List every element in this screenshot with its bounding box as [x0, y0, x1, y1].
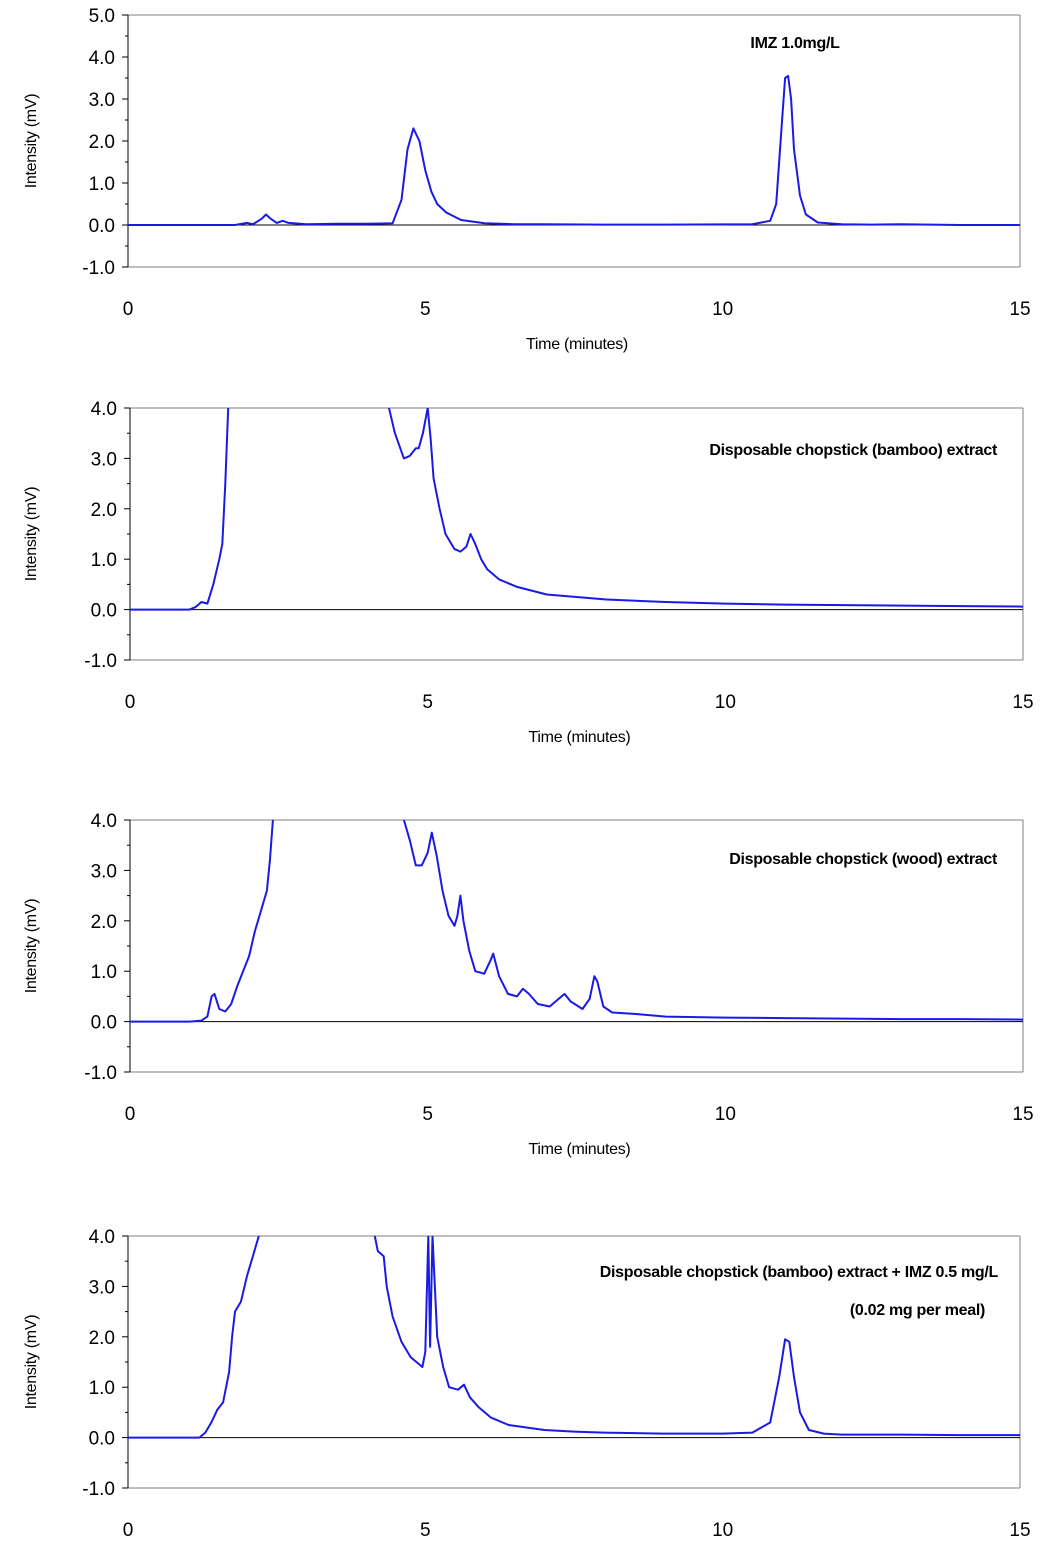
chart-panel-2: -1.0 0.0 1.0 2.0 3.0 4.0 0 5 10 15 Time (minutes) I… — [23, 399, 1034, 746]
x-tick-label: 5 — [422, 1104, 433, 1125]
x-tick-label: 15 — [1009, 1520, 1030, 1541]
panel-annotation: (0.02 mg per meal) — [850, 1302, 985, 1319]
x-tick-label: 0 — [125, 692, 136, 713]
y-tick-label: 3.0 — [89, 1277, 115, 1298]
x-axis-title: Time (minutes) — [529, 729, 631, 746]
x-tick-label: 0 — [123, 299, 134, 320]
x-axis-title: Time (minutes) — [526, 336, 628, 353]
y-axis-title: Intensity (mV) — [23, 94, 40, 189]
chromatogram-trace — [128, 76, 1020, 225]
y-tick-label: 3.0 — [89, 90, 115, 111]
chart-panel-3: -1.0 0.0 1.0 2.0 3.0 4.0 0 5 10 15 Time (minutes) I… — [23, 811, 1034, 1158]
panel-annotation: Disposable chopstick (bamboo) extract — [709, 442, 998, 459]
x-tick-label: 10 — [715, 1104, 736, 1125]
x-axis-title: Time (minutes) — [529, 1141, 631, 1158]
y-tick-label: -1.0 — [82, 258, 115, 279]
x-tick-label: 5 — [422, 692, 433, 713]
y-tick-label: 0.0 — [91, 601, 117, 622]
panel-annotation: Disposable chopstick (bamboo) extract + … — [600, 1264, 999, 1281]
x-tick-label: 10 — [712, 1520, 733, 1541]
y-tick-label: -1.0 — [84, 1063, 117, 1084]
y-tick-label: 4.0 — [89, 48, 115, 69]
x-tick-label: 15 — [1012, 692, 1033, 713]
y-axis-title: Intensity (mV) — [23, 487, 40, 582]
y-axis-title: Intensity (mV) — [23, 1315, 40, 1410]
y-tick-label: 0.0 — [89, 1429, 115, 1450]
x-tick-label: 0 — [123, 1520, 134, 1541]
panel-annotation: Disposable chopstick (wood) extract — [729, 851, 998, 868]
y-tick-label: 4.0 — [91, 399, 117, 420]
x-tick-label: 10 — [715, 692, 736, 713]
y-tick-label: 1.0 — [91, 550, 117, 571]
panel-annotation: IMZ 1.0mg/L — [750, 35, 840, 52]
x-tick-label: 15 — [1009, 299, 1030, 320]
y-tick-label: 3.0 — [91, 449, 117, 470]
y-tick-label: -1.0 — [82, 1479, 115, 1500]
chromatogram-trace — [130, 408, 1023, 610]
y-tick-label: 4.0 — [89, 1227, 115, 1248]
x-tick-label: 10 — [712, 299, 733, 320]
y-tick-label: 2.0 — [89, 1328, 115, 1349]
y-tick-label: 3.0 — [91, 861, 117, 882]
y-tick-label: 1.0 — [91, 962, 117, 983]
chart-panel-1: -1.0 0.0 1.0 2.0 3.0 4.0 5.0 0 5 10 15 Time (minute… — [23, 6, 1031, 353]
x-tick-label: 5 — [420, 1520, 431, 1541]
y-tick-label: 0.0 — [91, 1013, 117, 1034]
x-tick-label: 0 — [125, 1104, 136, 1125]
y-tick-label: 0.0 — [89, 216, 115, 237]
y-tick-label: 5.0 — [89, 6, 115, 27]
y-tick-label: 2.0 — [89, 132, 115, 153]
y-tick-label: 2.0 — [91, 912, 117, 933]
y-tick-label: -1.0 — [84, 651, 117, 672]
x-tick-label: 15 — [1012, 1104, 1033, 1125]
y-tick-label: 1.0 — [89, 174, 115, 195]
x-tick-label: 5 — [420, 299, 431, 320]
y-tick-label: 2.0 — [91, 500, 117, 521]
y-axis-title: Intensity (mV) — [23, 899, 40, 994]
y-tick-label: 1.0 — [89, 1378, 115, 1399]
y-tick-label: 4.0 — [91, 811, 117, 832]
